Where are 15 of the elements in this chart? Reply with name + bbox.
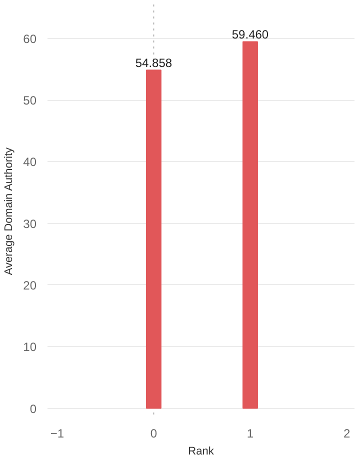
data-label: 54.858 bbox=[135, 56, 172, 70]
y-tick-label: 60 bbox=[23, 32, 37, 46]
y-tick-label: 50 bbox=[23, 94, 37, 108]
x-tick-label: 0 bbox=[150, 426, 158, 440]
x-axis-title: Rank bbox=[188, 446, 214, 458]
y-tick-label: 0 bbox=[30, 402, 37, 416]
y-tick-label: 10 bbox=[23, 340, 37, 354]
x-tick-label: −1 bbox=[50, 426, 64, 440]
y-tick-label: 20 bbox=[23, 278, 37, 292]
x-tick-label: 2 bbox=[343, 426, 350, 440]
x-tick-label: 1 bbox=[246, 426, 254, 440]
y-tick-label: 30 bbox=[23, 216, 37, 231]
y-axis-title: Average Domain Authority bbox=[3, 147, 16, 276]
data-label: 59.460 bbox=[232, 28, 269, 42]
y-tick-label: 40 bbox=[23, 155, 37, 170]
